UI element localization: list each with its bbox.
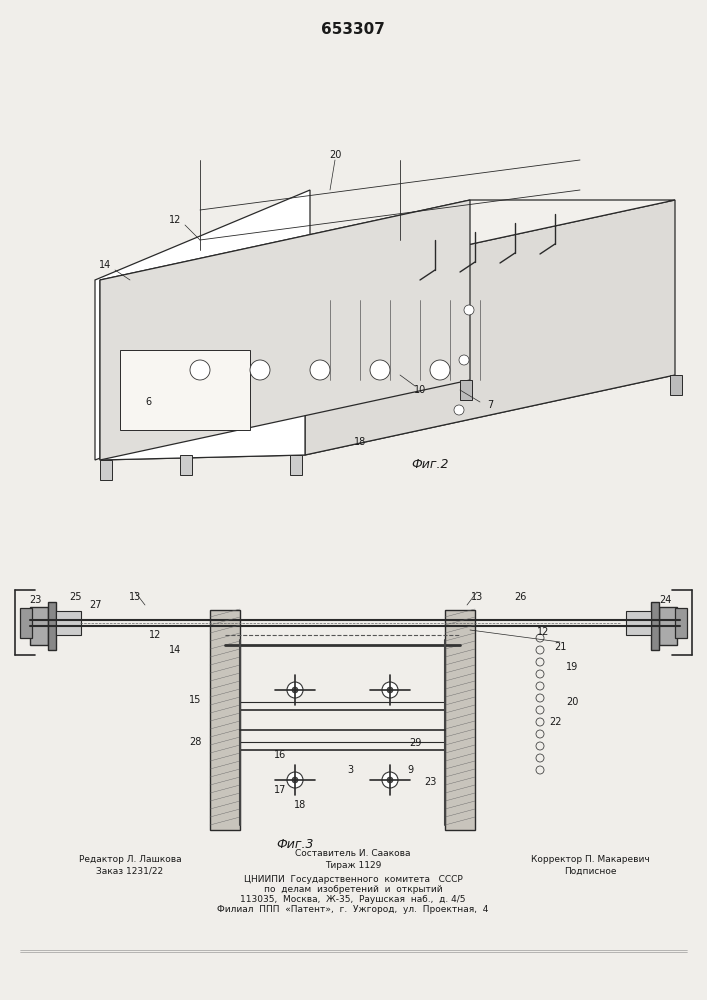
Circle shape: [382, 772, 398, 788]
Circle shape: [310, 360, 330, 380]
Bar: [180, 455, 192, 475]
Bar: [290, 455, 302, 475]
Text: 18: 18: [354, 437, 366, 447]
Bar: [210, 610, 240, 830]
Text: 20: 20: [566, 697, 578, 707]
Text: 10: 10: [414, 385, 426, 395]
Circle shape: [370, 360, 390, 380]
Bar: [30, 607, 48, 645]
Circle shape: [387, 687, 393, 693]
Text: 17: 17: [274, 785, 286, 795]
Text: 14: 14: [99, 260, 111, 270]
Circle shape: [430, 360, 450, 380]
Circle shape: [292, 687, 298, 693]
Text: Составитель И. Саакова: Составитель И. Саакова: [296, 848, 411, 857]
Circle shape: [382, 682, 398, 698]
Text: Корректор П. Макаревич: Корректор П. Макаревич: [531, 856, 649, 864]
Text: 113035,  Москва,  Ж-35,  Раушская  наб.,  д. 4/5: 113035, Москва, Ж-35, Раушская наб., д. …: [240, 896, 466, 904]
Text: 20: 20: [329, 150, 341, 160]
Circle shape: [387, 777, 393, 783]
Text: 12: 12: [169, 215, 181, 225]
Circle shape: [454, 405, 464, 415]
Circle shape: [459, 355, 469, 365]
Text: по  делам  изобретений  и  открытий: по делам изобретений и открытий: [264, 886, 443, 894]
Text: 13: 13: [471, 592, 483, 602]
Circle shape: [292, 777, 298, 783]
Circle shape: [287, 772, 303, 788]
Circle shape: [287, 682, 303, 698]
Text: 15: 15: [189, 695, 201, 705]
Text: 29: 29: [409, 738, 421, 748]
Polygon shape: [305, 200, 675, 455]
Bar: [48, 602, 56, 650]
Text: 27: 27: [89, 600, 101, 610]
Text: 24: 24: [659, 595, 671, 605]
Text: 18: 18: [294, 800, 306, 810]
Text: 12: 12: [148, 630, 161, 640]
Bar: [670, 375, 682, 395]
Bar: [120, 350, 250, 430]
Bar: [626, 611, 651, 635]
Text: 12: 12: [537, 627, 549, 637]
Polygon shape: [100, 375, 675, 460]
Bar: [100, 460, 112, 480]
Polygon shape: [100, 280, 305, 460]
Text: Фиг.2: Фиг.2: [411, 458, 449, 472]
Text: 23: 23: [423, 777, 436, 787]
Text: Тираж 1129: Тираж 1129: [325, 860, 381, 869]
Text: ЦНИИПИ  Государственного  комитета   СССР: ЦНИИПИ Государственного комитета СССР: [244, 876, 462, 884]
Bar: [56, 611, 81, 635]
Text: 26: 26: [514, 592, 526, 602]
Bar: [20, 608, 32, 638]
Bar: [675, 608, 687, 638]
Text: 3: 3: [347, 765, 353, 775]
Bar: [460, 380, 472, 400]
Circle shape: [250, 360, 270, 380]
Bar: [651, 602, 659, 650]
Text: Редактор Л. Лашкова: Редактор Л. Лашкова: [78, 856, 181, 864]
Text: 23: 23: [29, 595, 41, 605]
Text: 13: 13: [129, 592, 141, 602]
Text: 28: 28: [189, 737, 201, 747]
Text: 19: 19: [566, 662, 578, 672]
Bar: [659, 607, 677, 645]
Polygon shape: [100, 200, 675, 280]
Circle shape: [464, 305, 474, 315]
Polygon shape: [100, 200, 470, 460]
Circle shape: [190, 360, 210, 380]
Text: Фиг.3: Фиг.3: [276, 838, 314, 852]
Text: 6: 6: [145, 397, 151, 407]
Text: 25: 25: [69, 592, 81, 602]
Polygon shape: [95, 190, 310, 460]
Text: Подписное: Подписное: [563, 866, 617, 876]
Text: Заказ 1231/22: Заказ 1231/22: [96, 866, 163, 876]
Bar: [445, 610, 475, 830]
Text: 21: 21: [554, 642, 566, 652]
Text: 14: 14: [169, 645, 181, 655]
Text: 9: 9: [407, 765, 413, 775]
Text: 7: 7: [487, 400, 493, 410]
Text: 16: 16: [274, 750, 286, 760]
Text: 653307: 653307: [321, 22, 385, 37]
Text: Филиал  ППП  «Патент»,  г.  Ужгород,  ул.  Проектная,  4: Филиал ППП «Патент», г. Ужгород, ул. Про…: [217, 906, 489, 914]
Text: 22: 22: [550, 717, 562, 727]
